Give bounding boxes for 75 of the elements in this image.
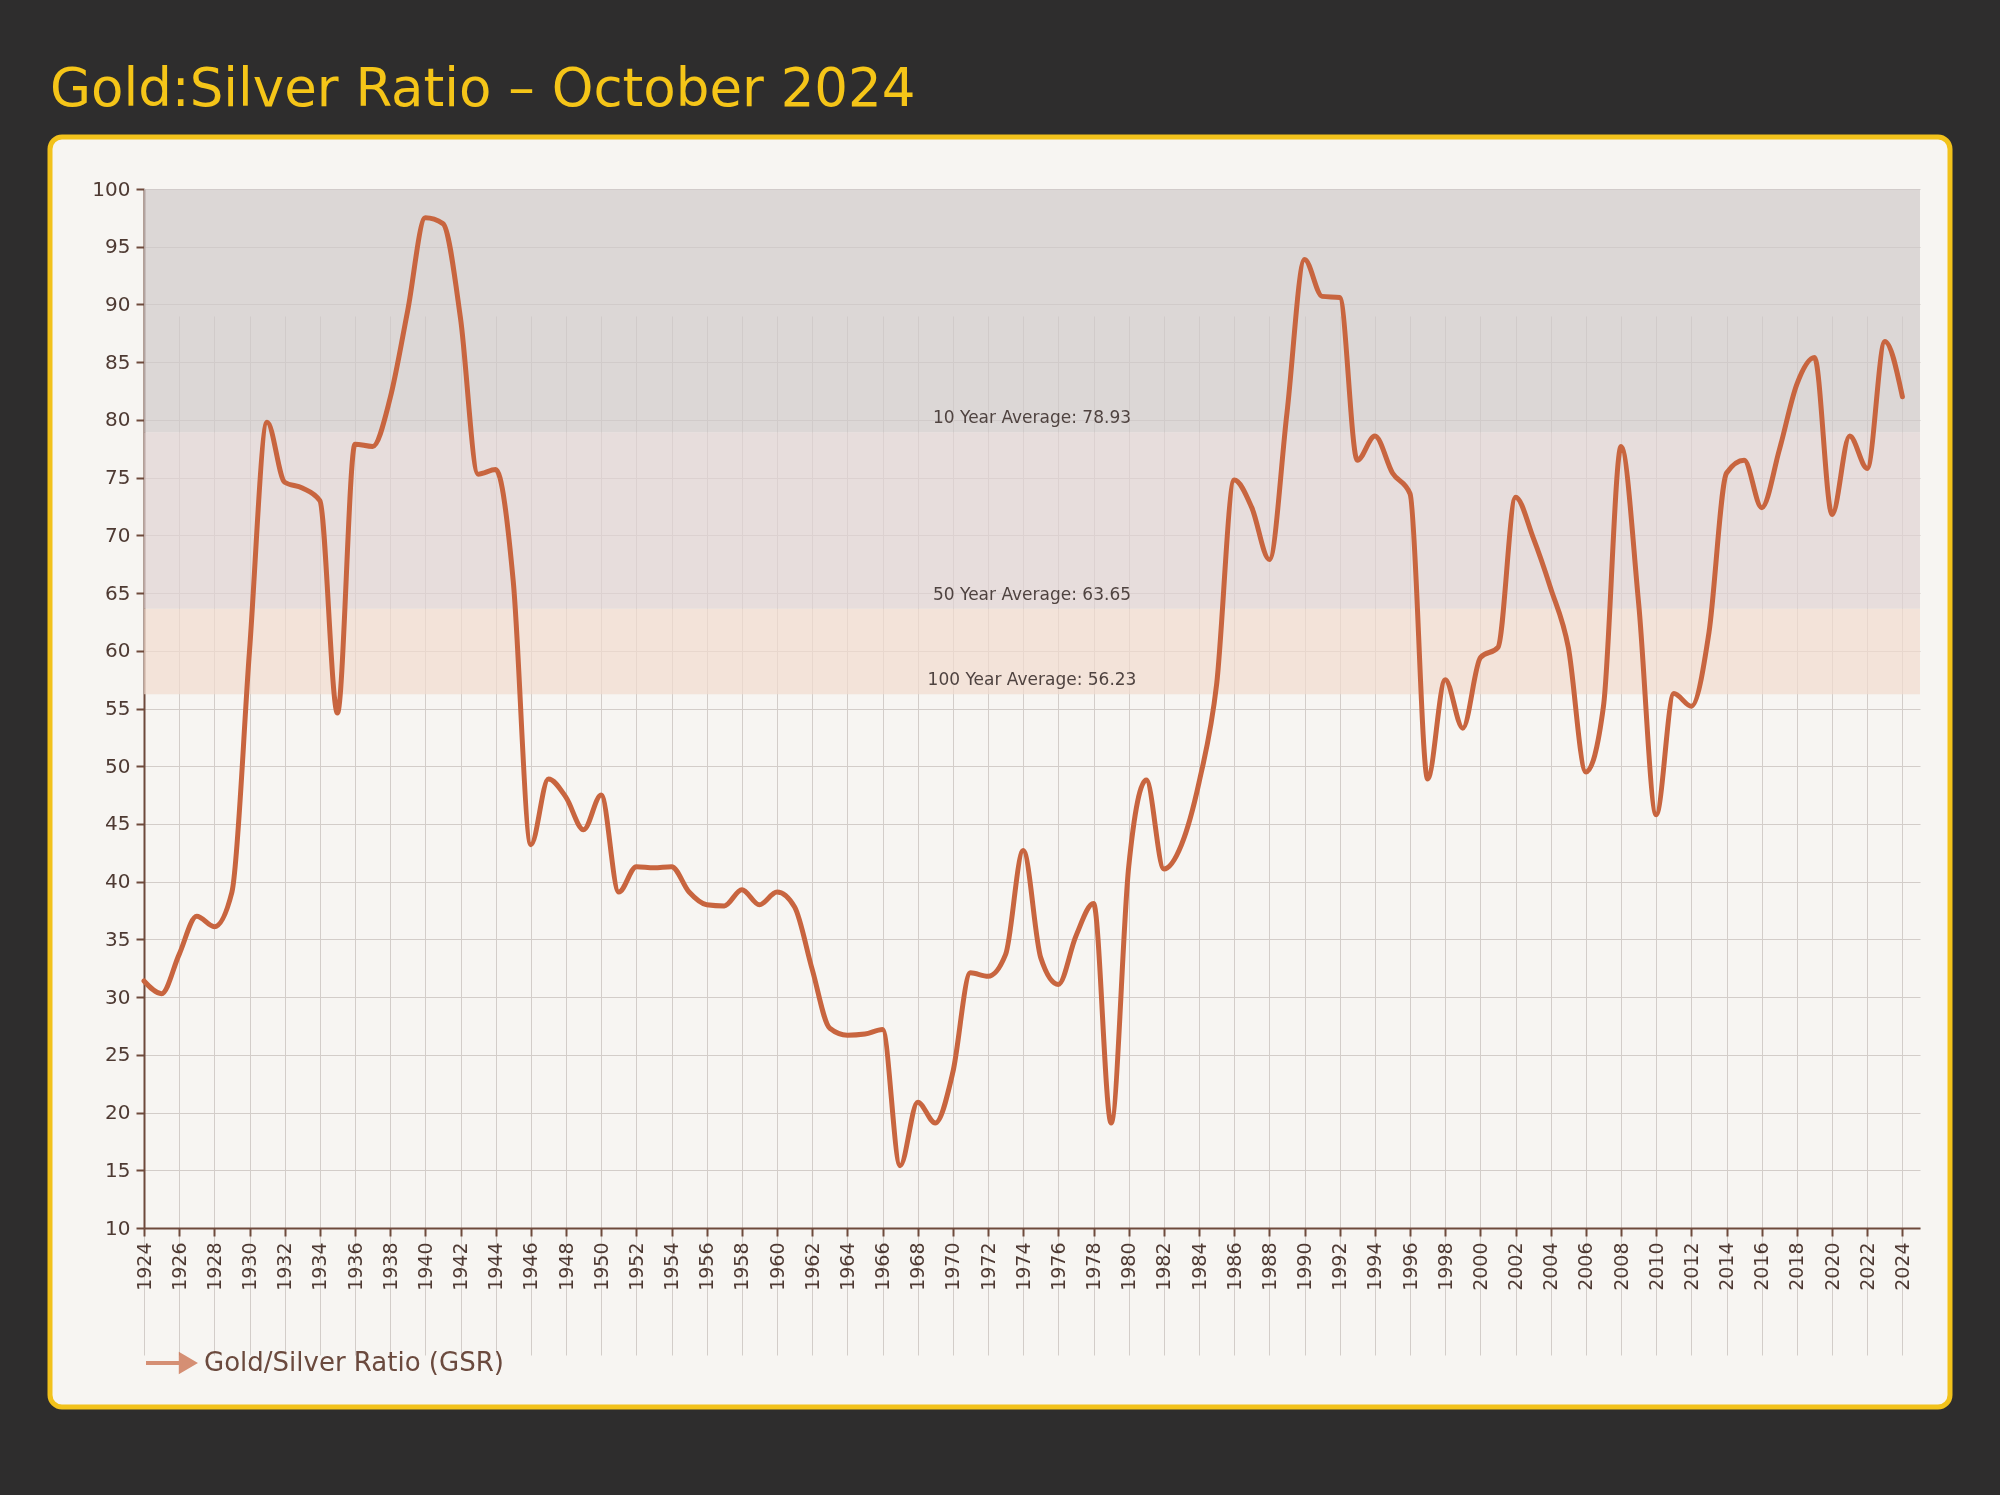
- x-tick-label: 1956: [695, 1242, 718, 1291]
- y-tick-label: 45: [105, 811, 131, 836]
- x-tick-label: 1974: [1011, 1242, 1034, 1291]
- x-tick-label: 1940: [413, 1242, 436, 1291]
- x-tick-label: 2014: [1715, 1242, 1738, 1291]
- x-tick-label: 2004: [1539, 1242, 1562, 1291]
- x-tick-label: 1978: [1082, 1242, 1105, 1291]
- y-tick-label: 100: [92, 176, 131, 201]
- x-tick-label: 1998: [1433, 1242, 1456, 1291]
- y-tick-label: 20: [105, 1100, 131, 1125]
- x-tick-label: 1976: [1046, 1242, 1069, 1291]
- x-tick-label: 1928: [202, 1242, 225, 1291]
- y-tick-label: 75: [105, 465, 131, 490]
- x-tick-label: 1972: [976, 1242, 999, 1291]
- x-tick-label: 1934: [308, 1242, 331, 1291]
- x-tick-label: 1958: [730, 1242, 753, 1291]
- x-tick-label: 1930: [238, 1242, 260, 1291]
- band-label: 100 Year Average: 56.23: [927, 669, 1137, 690]
- x-tick-label: 2022: [1855, 1242, 1878, 1291]
- x-tick-label: 2010: [1644, 1242, 1667, 1291]
- x-tick-label: 2016: [1750, 1242, 1773, 1291]
- x-tick-label: 1980: [1117, 1242, 1140, 1291]
- x-tick-label: 2000: [1468, 1242, 1491, 1291]
- y-tick-label: 15: [105, 1157, 131, 1182]
- y-tick-label: 10: [105, 1215, 131, 1240]
- y-tick-label: 40: [105, 869, 131, 894]
- band-label: 50 Year Average: 63.65: [932, 583, 1132, 604]
- band-label: 10 Year Average: 78.93: [932, 407, 1132, 428]
- x-tick-label: 1964: [835, 1242, 858, 1291]
- x-tick-label: 2002: [1504, 1242, 1527, 1291]
- y-tick-label: 90: [105, 291, 131, 316]
- x-tick-label: 1946: [519, 1242, 542, 1291]
- x-tick-label: 1994: [1363, 1242, 1386, 1291]
- x-tick-label: 1992: [1328, 1242, 1351, 1291]
- x-tick-label: 1996: [1398, 1242, 1421, 1291]
- y-tick-label: 25: [105, 1042, 131, 1067]
- y-tick-label: 55: [105, 696, 131, 720]
- x-tick-label: 1954: [660, 1242, 683, 1291]
- x-tick-label: 1968: [906, 1242, 929, 1291]
- x-tick-label: 1932: [273, 1242, 296, 1291]
- x-tick-label: 2018: [1785, 1242, 1808, 1291]
- x-tick-label: 1960: [765, 1242, 788, 1291]
- x-tick-label: 1950: [589, 1242, 612, 1291]
- x-tick-label: 1970: [941, 1242, 964, 1291]
- y-tick-label: 30: [105, 984, 131, 1009]
- x-tick-label: 1986: [1222, 1242, 1245, 1291]
- x-tick-label: 1988: [1257, 1242, 1280, 1291]
- x-tick-label: 1926: [167, 1242, 190, 1291]
- x-tick-label: 2012: [1679, 1242, 1702, 1291]
- y-tick-label: 70: [105, 522, 131, 547]
- x-tick-label: 2006: [1574, 1242, 1597, 1291]
- x-tick-label: 2020: [1820, 1242, 1843, 1291]
- x-tick-label: 1948: [554, 1242, 577, 1291]
- x-tick-label: 2008: [1609, 1242, 1632, 1291]
- y-tick-label: 95: [105, 234, 131, 259]
- x-tick-label: 1990: [1293, 1242, 1316, 1291]
- chart-title: Gold:Silver Ratio – October 2024: [50, 57, 916, 118]
- legend-label: Gold/Silver Ratio (GSR): [204, 1347, 504, 1377]
- y-tick-label: 65: [105, 580, 131, 605]
- y-tick-label: 80: [105, 407, 131, 432]
- y-tick-label: 50: [105, 753, 131, 778]
- x-tick-label: 1944: [484, 1242, 507, 1291]
- x-tick-label: 1936: [343, 1242, 366, 1291]
- x-tick-label: 1966: [871, 1242, 894, 1291]
- x-tick-label: 1984: [1187, 1242, 1210, 1291]
- x-tick-label: 1942: [449, 1242, 472, 1291]
- x-tick-label: 1924: [132, 1242, 155, 1291]
- y-tick-label: 85: [105, 349, 131, 374]
- y-tick-label: 35: [105, 926, 131, 951]
- x-tick-label: 1938: [378, 1242, 401, 1291]
- x-tick-label: 1962: [800, 1242, 823, 1291]
- x-tick-label: 2024: [1890, 1242, 1913, 1291]
- x-tick-label: 1982: [1152, 1242, 1175, 1291]
- y-tick-label: 60: [105, 638, 131, 663]
- x-tick-label: 1952: [624, 1242, 647, 1291]
